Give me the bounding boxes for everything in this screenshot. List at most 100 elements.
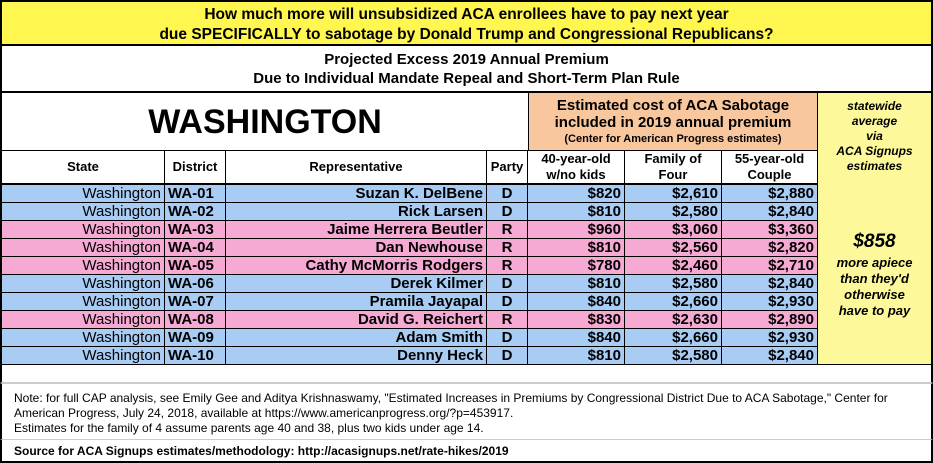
cost-couple-cell: $2,930: [722, 293, 818, 310]
cost-family-cell: $2,660: [625, 293, 722, 310]
district-cell: WA-01: [165, 185, 226, 202]
column-header: State: [0, 151, 165, 185]
district-cell: WA-03: [165, 221, 226, 238]
average-text: have to pay: [838, 303, 911, 318]
statewide-average: $858 more apiece than they'd otherwise h…: [818, 185, 933, 365]
column-header: Party: [487, 151, 528, 185]
cost-single-cell: $810: [528, 203, 625, 220]
district-cell: WA-04: [165, 239, 226, 256]
avg-header-line: via: [866, 129, 883, 143]
cost-couple-cell: $2,840: [722, 203, 818, 220]
cost-family-cell: $2,580: [625, 203, 722, 220]
representative-cell: Denny Heck: [226, 347, 487, 364]
table-row: Washington WA-06 Derek Kilmer D $810 $2,580 $2…: [0, 275, 818, 293]
state-cell: Washington: [2, 329, 165, 346]
cost-couple-cell: $3,360: [722, 221, 818, 238]
representative-cell: Derek Kilmer: [226, 275, 487, 292]
cost-couple-cell: $2,840: [722, 275, 818, 292]
district-cell: WA-02: [165, 203, 226, 220]
district-cell: WA-10: [165, 347, 226, 364]
column-header: Representative: [226, 151, 487, 185]
state-cell: Washington: [2, 293, 165, 310]
party-cell: R: [487, 239, 528, 256]
cost-family-cell: $2,460: [625, 257, 722, 274]
cost-family-cell: $2,660: [625, 329, 722, 346]
district-cell: WA-06: [165, 275, 226, 292]
representative-cell: Suzan K. DelBene: [226, 185, 487, 202]
party-cell: D: [487, 329, 528, 346]
cost-single-cell: $810: [528, 275, 625, 292]
representative-cell: Adam Smith: [226, 329, 487, 346]
table-row: Washington WA-09 Adam Smith D $840 $2,660 $2,9…: [0, 329, 818, 347]
representative-cell: Dan Newhouse: [226, 239, 487, 256]
state-cell: Washington: [2, 185, 165, 202]
cost-header-source: (Center for American Progress estimates): [564, 133, 782, 145]
state-cell: Washington: [2, 311, 165, 328]
table-row: Washington WA-10 Denny Heck D $810 $2,580 $2,8…: [0, 347, 818, 365]
representative-cell: Rick Larsen: [226, 203, 487, 220]
avg-header-line: ACA Signups: [836, 144, 913, 158]
avg-header-line: estimates: [846, 159, 903, 173]
cost-header: Estimated cost of ACA Sabotage included …: [528, 93, 818, 151]
party-cell: D: [487, 275, 528, 292]
blank-row: [0, 365, 933, 383]
cost-family-cell: $2,580: [625, 275, 722, 292]
table-row: Washington WA-04 Dan Newhouse R $810 $2,560 $2…: [0, 239, 818, 257]
party-cell: R: [487, 257, 528, 274]
column-header: District: [165, 151, 226, 185]
party-cell: R: [487, 221, 528, 238]
cost-single-cell: $820: [528, 185, 625, 202]
cost-single-cell: $780: [528, 257, 625, 274]
table-row: Washington WA-05 Cathy McMorris Rodgers R $7…: [0, 257, 818, 275]
state-cell: Washington: [2, 275, 165, 292]
column-header: 40-year-old w/no kids: [528, 151, 625, 185]
average-text: more apiece: [836, 255, 913, 270]
table-row: Washington WA-03 Jaime Herrera Beutler R $96…: [0, 221, 818, 239]
table-row: Washington WA-01 Suzan K. DelBene D $820 $2,6…: [0, 185, 818, 203]
average-text: otherwise: [844, 287, 905, 302]
note-family: Estimates for the family of 4 assume par…: [14, 421, 484, 435]
district-cell: WA-05: [165, 257, 226, 274]
representative-cell: Jaime Herrera Beutler: [226, 221, 487, 238]
state-cell: Washington: [2, 239, 165, 256]
main-title: How much more will unsubsidized ACA enro…: [0, 0, 933, 46]
source-line: Source for ACA Signups estimates/methodo…: [0, 440, 933, 463]
party-cell: D: [487, 185, 528, 202]
cost-couple-cell: $2,890: [722, 311, 818, 328]
cost-header-line-2: included in 2019 annual premium: [554, 114, 792, 131]
subtitle: Projected Excess 2019 Annual Premium Due…: [0, 46, 933, 93]
cost-couple-cell: $2,840: [722, 347, 818, 364]
district-cell: WA-08: [165, 311, 226, 328]
average-value: $858: [853, 231, 896, 252]
cost-couple-cell: $2,820: [722, 239, 818, 256]
average-text: than they'd: [840, 271, 909, 286]
state-cell: Washington: [2, 203, 165, 220]
cost-couple-cell: $2,880: [722, 185, 818, 202]
note-citation: Note: for full CAP analysis, see Emily G…: [14, 391, 888, 420]
party-cell: D: [487, 203, 528, 220]
subtitle-line-2: Due to Individual Mandate Repeal and Sho…: [253, 70, 680, 87]
cost-family-cell: $2,560: [625, 239, 722, 256]
cost-single-cell: $840: [528, 293, 625, 310]
note: Note: for full CAP analysis, see Emily G…: [0, 383, 933, 440]
state-cell: Washington: [2, 257, 165, 274]
table-row: Washington WA-08 David G. Reichert R $830 $2,…: [0, 311, 818, 329]
district-cell: WA-09: [165, 329, 226, 346]
state-cell: Washington: [2, 221, 165, 238]
cost-single-cell: $810: [528, 347, 625, 364]
district-cell: WA-07: [165, 293, 226, 310]
cost-single-cell: $840: [528, 329, 625, 346]
party-cell: D: [487, 347, 528, 364]
cost-single-cell: $960: [528, 221, 625, 238]
state-heading: WASHINGTON: [0, 93, 528, 151]
cost-single-cell: $830: [528, 311, 625, 328]
table-row: Washington WA-07 Pramila Jayapal D $840 $2,66…: [0, 293, 818, 311]
cost-family-cell: $2,610: [625, 185, 722, 202]
column-header: Family of Four: [625, 151, 722, 185]
column-header: 55-year-old Couple: [722, 151, 818, 185]
cost-family-cell: $3,060: [625, 221, 722, 238]
title-line-1: How much more will unsubsidized ACA enro…: [204, 6, 729, 23]
avg-header-line: statewide: [847, 99, 902, 113]
state-cell: Washington: [2, 347, 165, 364]
avg-header-line: average: [851, 114, 898, 128]
